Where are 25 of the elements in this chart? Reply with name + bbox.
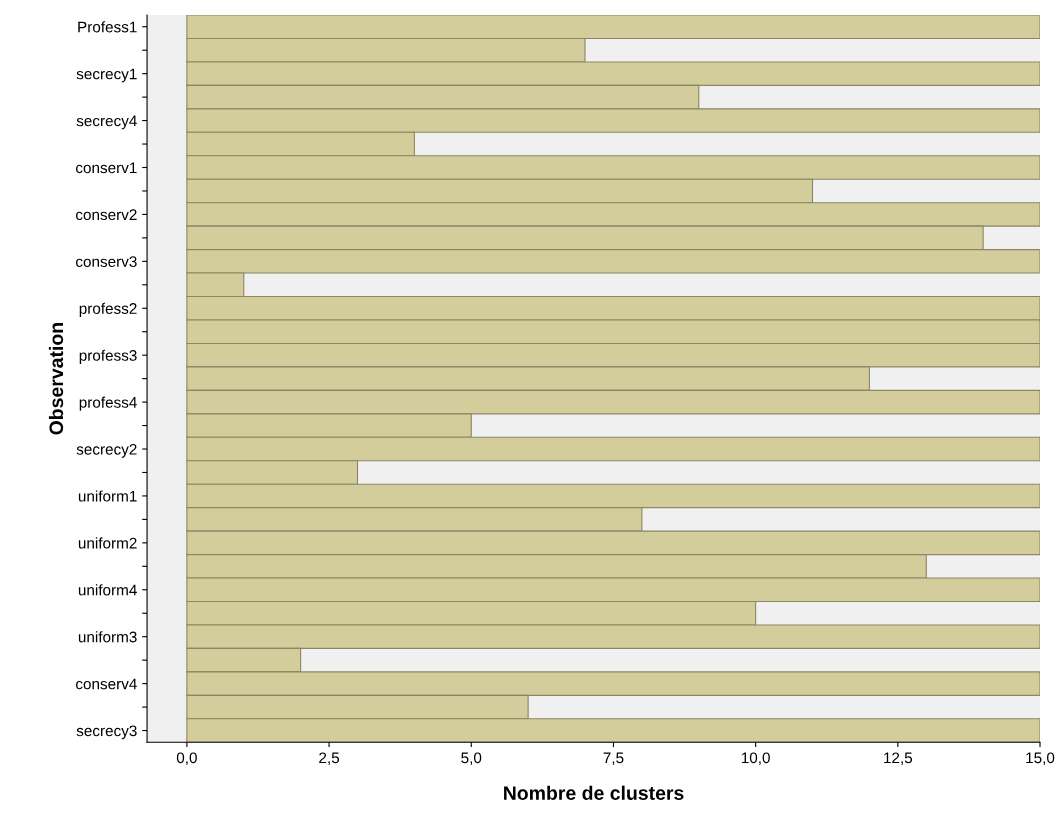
y-tick-label: profess3 [79,349,137,364]
y-tick-label: conserv2 [76,209,137,221]
x-tick-label: 10,0 [741,752,770,766]
y-tick-label: profess2 [79,302,137,317]
x-tick-label: 15,0 [1026,752,1055,766]
y-tick-label: uniform4 [78,584,137,596]
x-tick-label: 5,0 [461,752,482,766]
y-tick-label: conserv4 [76,678,137,690]
y-tick-label: uniform3 [78,631,137,643]
y-tick-label: secrecy2 [76,443,137,458]
y-tick-label: profess4 [79,396,137,411]
y-axis-title: Observation [48,323,64,435]
y-tick-label: uniform1 [78,490,137,502]
y-tick-label: secrecy1 [76,68,137,83]
x-axis-title: Nombre de clusters [504,785,684,800]
y-tick-label: secrecy3 [76,725,137,740]
x-tick-label: 0,0 [176,752,197,766]
y-tick-label: Profess1 [78,21,137,33]
y-tick-label: uniform2 [78,537,137,549]
y-tick-label: secrecy4 [76,115,137,130]
y-tick-label: conserv3 [76,256,137,268]
x-tick-label: 12,5 [884,752,913,766]
y-tick-label: conserv1 [76,162,137,174]
x-tick-label: 2,5 [319,752,340,766]
x-tick-label: 7,5 [603,752,624,766]
